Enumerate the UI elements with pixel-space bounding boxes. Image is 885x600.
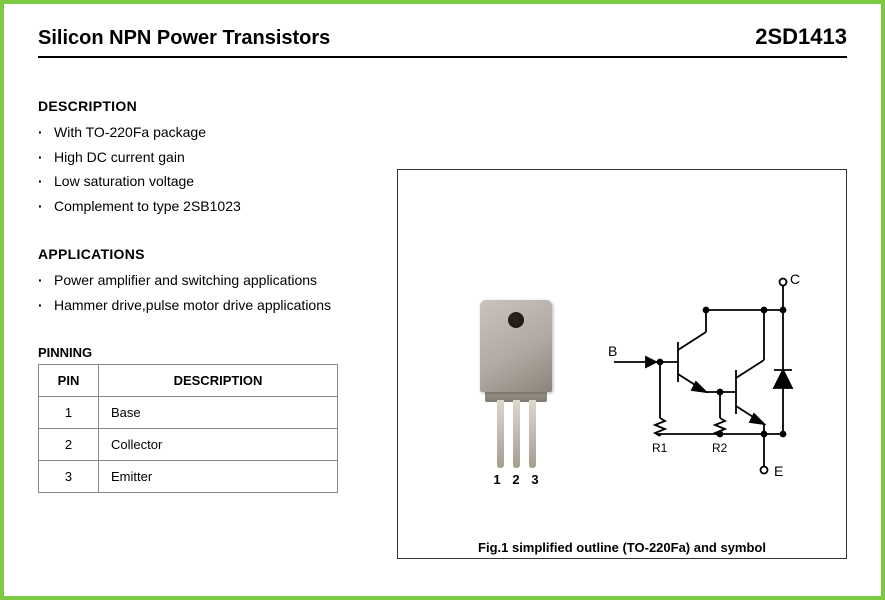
table-row: 2 Collector — [39, 429, 338, 461]
description-item: Complement to type 2SB1023 — [38, 194, 458, 219]
mounting-hole-icon — [508, 312, 524, 328]
lead-labels: 1 2 3 — [466, 472, 566, 487]
table-header-row: PIN DESCRIPTION — [39, 365, 338, 397]
description-heading: DESCRIPTION — [38, 98, 458, 114]
label-c: C — [790, 271, 800, 287]
applications-list: Power amplifier and switching applicatio… — [38, 268, 458, 317]
datasheet-page: Silicon NPN Power Transistors 2SD1413 DE… — [4, 4, 881, 596]
lead-label: 1 — [492, 472, 502, 487]
cell-desc: Collector — [99, 429, 338, 461]
label-b: B — [608, 343, 617, 359]
pinning-heading: PINNING — [38, 345, 458, 360]
cell-pin: 2 — [39, 429, 99, 461]
description-item: Low saturation voltage — [38, 169, 458, 194]
lead-icon — [529, 400, 536, 468]
col-description: DESCRIPTION — [99, 365, 338, 397]
lead-label: 2 — [511, 472, 521, 487]
package-body — [480, 300, 552, 392]
lead-icon — [497, 400, 504, 468]
part-number: 2SD1413 — [755, 24, 847, 50]
figure-box: 1 2 3 — [397, 169, 847, 559]
leads — [466, 400, 566, 468]
page-title: Silicon NPN Power Transistors — [38, 27, 330, 50]
label-e: E — [774, 463, 783, 479]
header: Silicon NPN Power Transistors 2SD1413 — [38, 24, 847, 58]
lead-label: 3 — [530, 472, 540, 487]
applications-item: Hammer drive,pulse motor drive applicati… — [38, 293, 458, 318]
description-item: High DC current gain — [38, 145, 458, 170]
description-list: With TO-220Fa package High DC current ga… — [38, 120, 458, 218]
package-outline: 1 2 3 — [466, 300, 566, 487]
label-r1: R1 — [652, 441, 668, 455]
cell-pin: 3 — [39, 461, 99, 493]
left-column: DESCRIPTION With TO-220Fa package High D… — [38, 98, 458, 493]
cell-pin: 1 — [39, 397, 99, 429]
applications-heading: APPLICATIONS — [38, 246, 458, 262]
lead-icon — [513, 400, 520, 468]
applications-item: Power amplifier and switching applicatio… — [38, 268, 458, 293]
table-row: 1 Base — [39, 397, 338, 429]
figure-caption: Fig.1 simplified outline (TO-220Fa) and … — [398, 540, 846, 555]
transistor-symbol-icon: B C E R1 R2 — [608, 270, 828, 500]
pinning-table: PIN DESCRIPTION 1 Base 2 Collector 3 Emi… — [38, 364, 338, 493]
label-r2: R2 — [712, 441, 728, 455]
cell-desc: Base — [99, 397, 338, 429]
table-row: 3 Emitter — [39, 461, 338, 493]
description-item: With TO-220Fa package — [38, 120, 458, 145]
col-pin: PIN — [39, 365, 99, 397]
cell-desc: Emitter — [99, 461, 338, 493]
